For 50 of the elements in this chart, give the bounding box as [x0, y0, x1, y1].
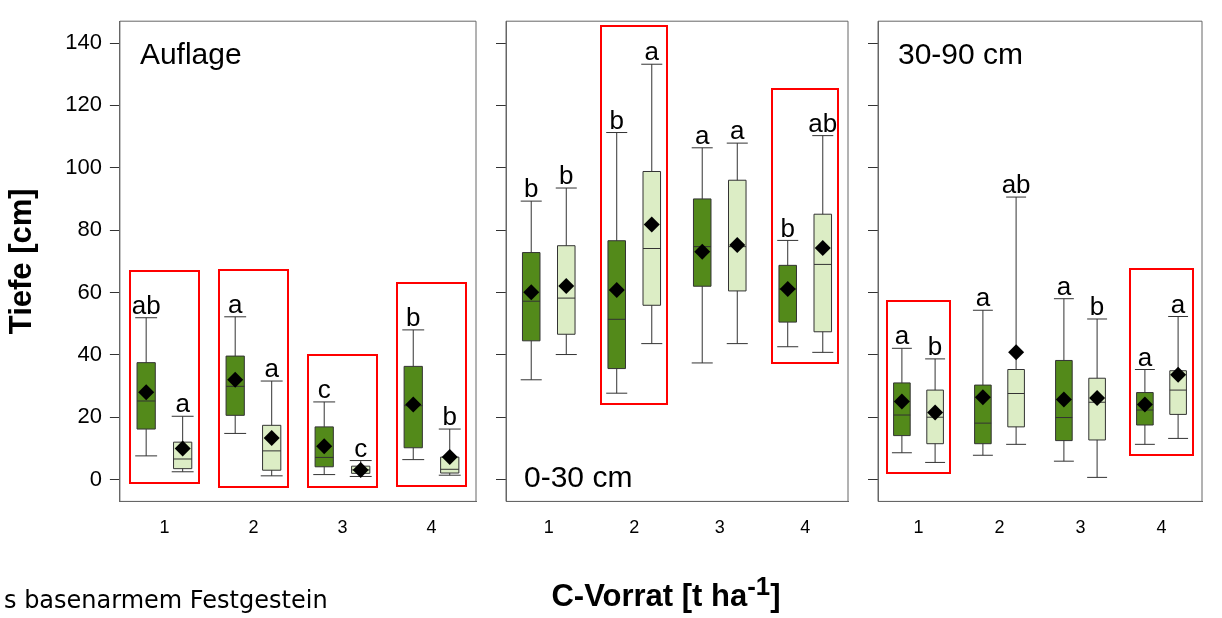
text: ab [808, 107, 838, 138]
x-tick-label: 3 [714, 517, 725, 538]
x-tick-label: 4 [800, 517, 811, 538]
text: b [1089, 291, 1105, 322]
text: b [780, 212, 795, 243]
text: a [694, 119, 710, 150]
x-tick-label: 2 [994, 517, 1005, 538]
text: a [975, 282, 991, 313]
text: a [730, 115, 745, 146]
x-tick-label: 1 [913, 517, 924, 538]
text: a [1170, 288, 1186, 319]
y-axis-title: Tiefe [cm] [3, 188, 39, 335]
text: c [317, 374, 331, 405]
text: c [354, 432, 368, 463]
text: a [1056, 270, 1072, 301]
text: b [406, 302, 421, 333]
text: b [523, 173, 539, 204]
text: s basenarmem Festgestein [4, 586, 328, 614]
x-axis-title: C-Vorrat [t ha$^{-1}$] [550, 572, 782, 615]
text: a [644, 36, 660, 67]
x-tick-label: 4 [1156, 517, 1167, 538]
x-tick-label: 3 [1075, 517, 1086, 538]
y-tick-label: 120 [65, 91, 102, 117]
text: b [927, 331, 943, 362]
y-tick-label: 0 [89, 465, 102, 491]
x-tick-label: 2 [629, 517, 640, 538]
x-tick-label: 3 [337, 517, 348, 538]
text: ab [131, 289, 161, 320]
y-tick-label: 80 [77, 216, 102, 242]
y-tick-label: 20 [77, 403, 102, 429]
text: b [609, 104, 624, 135]
text: a [264, 353, 279, 384]
text: a [175, 388, 190, 419]
y-tick-label: 140 [65, 29, 102, 55]
text: Auflage [139, 37, 242, 71]
text: 30-90 cm [898, 37, 1024, 71]
text: a [894, 320, 910, 351]
x-tick-label: 1 [159, 517, 170, 538]
text: 0-30 cm [524, 459, 633, 493]
y-tick-label: 100 [65, 153, 102, 179]
text: b [559, 160, 574, 191]
x-tick-label: 1 [543, 517, 554, 538]
text: a [1137, 341, 1153, 372]
x-tick-label: 2 [248, 517, 259, 538]
text: b [442, 401, 457, 432]
text: ab [1001, 169, 1031, 200]
x-tick-label: 4 [426, 517, 437, 538]
text: a [227, 288, 243, 319]
y-tick-label: 40 [77, 340, 102, 366]
y-tick-label: 60 [77, 278, 102, 304]
